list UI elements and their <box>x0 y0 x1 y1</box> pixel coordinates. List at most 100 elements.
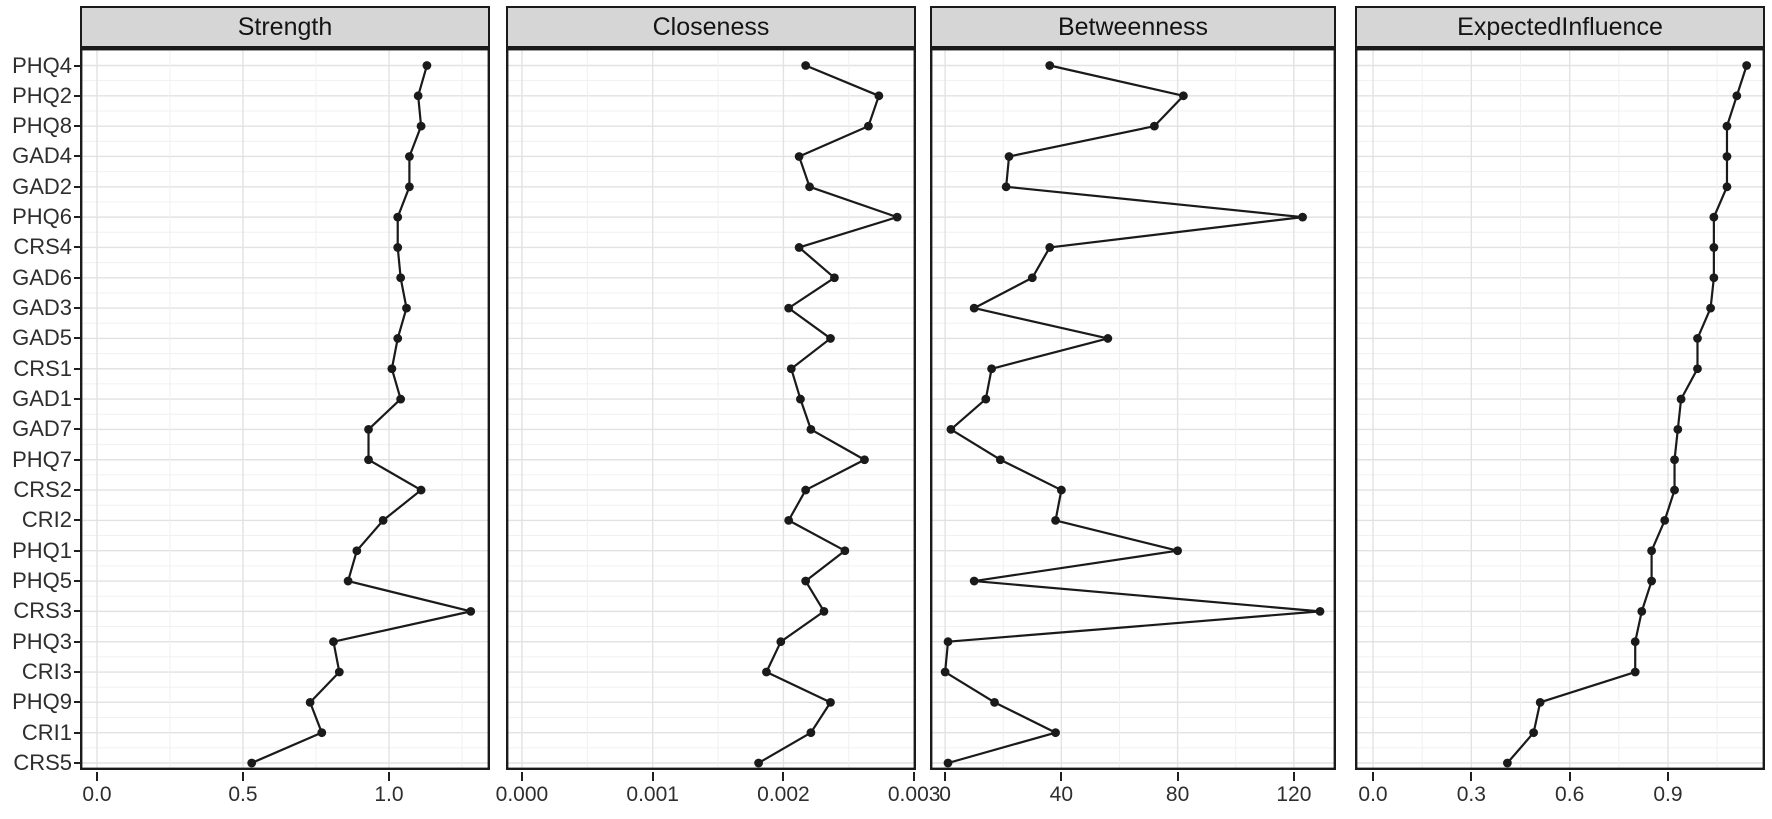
data-point <box>940 667 950 677</box>
panel-betweenness: Betweenness 0 40 80 120 <box>930 0 1336 819</box>
panel-title: ExpectedInfluence <box>1457 12 1663 41</box>
x-axis-tick-label: 0.3 <box>1456 783 1486 806</box>
data-point <box>1732 91 1742 101</box>
y-axis-label: GAD2 <box>12 173 72 199</box>
x-axis-tick <box>95 772 98 781</box>
data-point <box>990 697 999 707</box>
x-axis-tick <box>944 772 947 781</box>
data-point <box>1051 728 1060 738</box>
x-axis-tick-label: 0.9 <box>1653 783 1683 806</box>
y-axis-tick <box>74 307 81 310</box>
y-axis-tick <box>74 731 81 734</box>
panel-strip-strength: Strength <box>80 6 490 48</box>
data-point <box>247 758 257 768</box>
data-point <box>396 273 406 283</box>
y-axis-tick <box>74 761 81 764</box>
y-axis-tick <box>74 125 81 128</box>
data-point <box>413 91 423 101</box>
y-axis-tick <box>74 185 81 188</box>
data-point <box>1535 697 1545 707</box>
data-point <box>969 576 979 586</box>
data-point <box>969 303 979 313</box>
y-axis-label: CRS3 <box>13 598 72 624</box>
x-axis-tick <box>241 772 244 781</box>
data-point <box>393 212 403 222</box>
x-axis-tick-label: 0.5 <box>228 783 258 806</box>
x-axis-tick <box>1568 772 1571 781</box>
strength-chart <box>80 48 490 770</box>
panel-strip-expectedinfluence: ExpectedInfluence <box>1355 6 1765 48</box>
x-axis-tick <box>1292 772 1295 781</box>
panel-title: Betweenness <box>1057 12 1209 41</box>
data-point <box>754 758 763 768</box>
data-point <box>402 303 411 313</box>
plot-area-betweenness <box>930 48 1336 770</box>
data-point <box>422 61 432 70</box>
y-axis-tick <box>74 610 81 613</box>
data-point <box>776 637 786 647</box>
data-point <box>1709 243 1719 252</box>
data-point <box>801 576 811 586</box>
x-axis-tick <box>1060 772 1063 781</box>
y-axis-label: PHQ9 <box>12 689 72 715</box>
data-point <box>805 182 814 192</box>
data-point <box>1693 334 1702 343</box>
data-point <box>1001 182 1011 192</box>
plot-area-expectedinfluence <box>1355 48 1765 770</box>
y-axis-tick <box>74 489 81 492</box>
x-axis-tick-label: 120 <box>1276 783 1312 806</box>
y-axis-label: GAD3 <box>12 295 72 321</box>
data-point <box>1045 61 1055 70</box>
data-point <box>864 121 873 131</box>
data-point <box>1673 425 1683 434</box>
data-point <box>1056 485 1066 495</box>
data-point <box>784 515 794 525</box>
plot-area-strength <box>80 48 490 770</box>
x-axis-tick-label: 0.000 <box>495 783 549 806</box>
data-point <box>796 394 805 404</box>
data-point <box>1173 546 1183 556</box>
y-axis-tick <box>74 580 81 583</box>
x-axis-tick <box>1470 772 1473 781</box>
data-point <box>405 152 414 161</box>
y-axis-label: PHQ2 <box>12 82 72 108</box>
y-axis-tick <box>74 367 81 370</box>
panel-expectedinfluence: ExpectedInfluence 0.0 0.3 0.6 0.9 <box>1355 0 1765 819</box>
data-point <box>1630 667 1640 677</box>
data-point <box>1706 303 1715 313</box>
y-axis-label: PHQ4 <box>12 52 72 78</box>
x-axis-tick-label: 0.0 <box>1358 783 1388 806</box>
data-point <box>1315 606 1325 616</box>
y-axis-tick <box>74 428 81 431</box>
y-axis-label: PHQ6 <box>12 204 72 230</box>
y-axis-tick <box>74 519 81 522</box>
data-point <box>943 758 953 768</box>
data-point <box>1647 546 1657 556</box>
y-axis-tick <box>74 458 81 461</box>
x-axis-expectedinfluence: 0.0 0.3 0.6 0.9 <box>1355 770 1765 819</box>
data-point <box>946 425 956 434</box>
expectedinfluence-chart <box>1355 48 1765 770</box>
data-point <box>1722 182 1732 192</box>
data-point <box>416 121 426 131</box>
y-axis-label: CRS2 <box>13 477 72 503</box>
data-line <box>251 65 472 765</box>
y-axis-tick <box>74 155 81 158</box>
data-point <box>396 394 406 404</box>
data-point <box>1529 728 1539 738</box>
data-point <box>762 667 771 677</box>
panel-title: Strength <box>237 12 333 41</box>
data-point <box>840 546 850 556</box>
data-point <box>1637 606 1647 616</box>
y-axis: PHQ4 PHQ2 PHQ8 GAD4 GAD2 PHQ6 CRS4 GAD6 GAD3 GAD5… <box>0 0 72 819</box>
x-axis-tick-label: 1.0 <box>374 783 404 806</box>
data-point <box>1676 394 1686 404</box>
y-axis-tick <box>74 337 81 340</box>
data-point <box>364 425 373 434</box>
x-axis-tick-label: 0 <box>939 783 951 806</box>
y-axis-tick <box>74 671 81 674</box>
data-point <box>819 606 829 616</box>
data-point <box>1149 121 1159 131</box>
data-point <box>874 91 884 101</box>
